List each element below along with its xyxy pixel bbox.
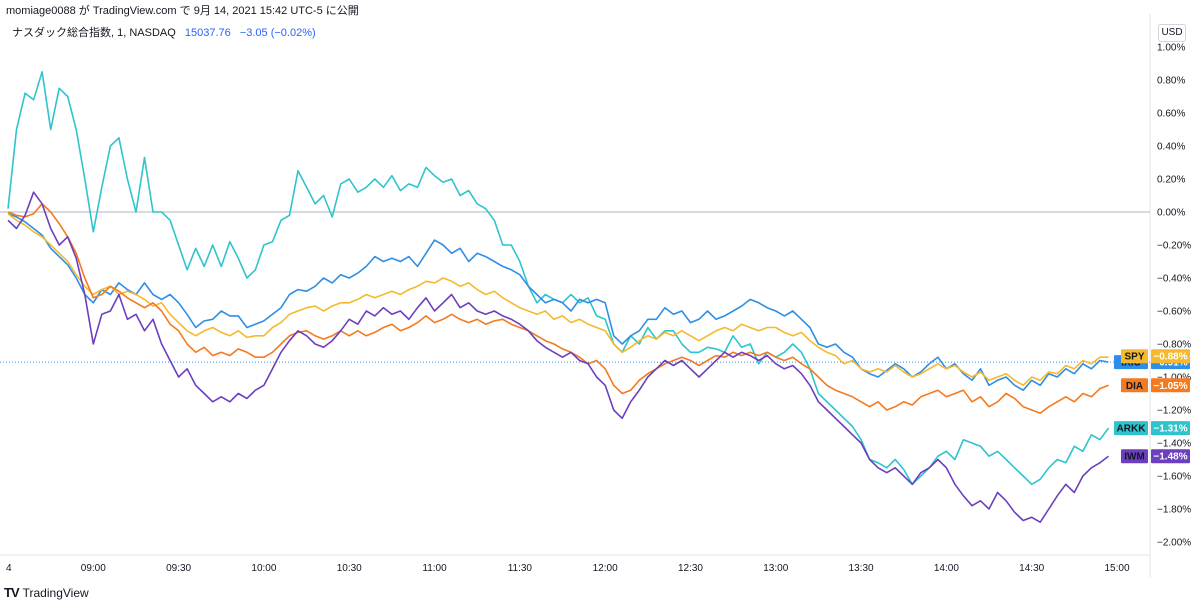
symbol-legend: ナスダック総合指数, 1, NASDAQ 15037.76 −3.05 (−0.… — [12, 24, 316, 40]
x-tick-label: 11:00 — [422, 563, 447, 574]
tag-value-text: −1.48% — [1153, 452, 1187, 463]
y-tick-label: −1.80% — [1157, 505, 1191, 516]
x-tick-label: 10:30 — [337, 563, 362, 574]
series-line-arkk[interactable] — [7, 71, 1110, 486]
last-value-tags: ARKK−1.31%IXIC−0.91%SPY−0.88%DIA−1.05%IW… — [1114, 349, 1190, 464]
y-tick-label: 1.00% — [1157, 43, 1185, 54]
x-tick-label: 12:30 — [678, 563, 703, 574]
y-tick-label: 0.20% — [1157, 175, 1185, 186]
y-tick-label: 0.40% — [1157, 142, 1185, 153]
tag-value-box — [1151, 349, 1190, 364]
x-tick-label: 10:00 — [251, 563, 276, 574]
y-tick-label: −1.40% — [1157, 439, 1191, 450]
symbol-name[interactable]: ナスダック総合指数, 1, NASDAQ — [12, 27, 176, 39]
y-tick-label: −0.80% — [1157, 340, 1191, 351]
tag-value-text: −1.05% — [1153, 381, 1187, 392]
tag-symbol-text: DIA — [1126, 381, 1143, 392]
y-tick-label: −1.20% — [1157, 406, 1191, 417]
x-tick-label: 11:30 — [508, 563, 533, 574]
tag-value-text: −1.31% — [1153, 424, 1187, 435]
price-change: −3.05 (−0.02%) — [239, 27, 316, 39]
y-tick-label: −0.60% — [1157, 307, 1191, 318]
tradingview-footer[interactable]: TV TradingView — [4, 585, 89, 600]
series-line-ixic[interactable] — [7, 212, 1109, 391]
tradingview-brand: TradingView — [22, 585, 89, 600]
time-scale[interactable]: 4 09:00 09:30 10:00 10:30 11:00 11:30 12:00 12:3… — [6, 563, 1130, 574]
y-tick-label: 0.00% — [1157, 208, 1185, 219]
tag-value-text: −0.88% — [1153, 352, 1187, 363]
last-price: 15037.76 — [184, 27, 231, 39]
tradingview-logo-icon: TV — [4, 585, 20, 600]
last-value-tag-spy: SPY −0.88% — [1121, 349, 1190, 364]
series-line-iwm[interactable] — [7, 191, 1109, 523]
y-tick-label: 0.80% — [1157, 76, 1185, 87]
tag-value-box — [1151, 378, 1190, 393]
last-value-tag-dia: DIA −1.05% — [1121, 378, 1190, 393]
x-tick-label: 14:30 — [1019, 563, 1044, 574]
y-tick-label: 0.60% — [1157, 109, 1185, 120]
y-tick-label: −0.40% — [1157, 274, 1191, 285]
currency-badge[interactable]: USD — [1158, 24, 1186, 42]
price-scale[interactable]: 1.00% 0.80% 0.60% 0.40% 0.20% 0.00% −0.20% −0.4… — [1157, 43, 1191, 549]
tag-symbol-box — [1121, 349, 1148, 364]
y-tick-label: −0.20% — [1157, 241, 1191, 252]
x-tick-label: 12:00 — [593, 563, 618, 574]
y-tick-label: −1.60% — [1157, 472, 1191, 483]
publish-info: momiage0088 が TradingView.com で 9月 14, 2… — [6, 5, 359, 17]
tag-value-box — [1151, 421, 1190, 436]
series-line-spy[interactable] — [7, 213, 1109, 387]
x-tick-label: 14:00 — [934, 563, 959, 574]
tag-symbol-box — [1114, 421, 1148, 436]
last-value-tag-arkk: ARKK −1.31% — [1114, 421, 1190, 436]
x-tick-label: 15:00 — [1104, 563, 1129, 574]
x-tick-label: 09:30 — [166, 563, 191, 574]
x-tick-label: 4 — [6, 563, 12, 574]
series-line-dia[interactable] — [7, 203, 1109, 415]
tag-symbol-text: ARKK — [1117, 424, 1147, 435]
y-tick-label: −2.00% — [1157, 538, 1191, 549]
y-tick-label: −1.00% — [1157, 373, 1191, 384]
last-value-tag-iwm: IWM −1.48% — [1121, 449, 1190, 464]
tag-symbol-box — [1121, 378, 1148, 393]
x-tick-label: 13:00 — [763, 563, 788, 574]
tag-symbol-text: SPY — [1124, 352, 1144, 363]
x-tick-label: 13:30 — [849, 563, 874, 574]
tag-value-box — [1151, 449, 1190, 464]
plot-area[interactable] — [0, 14, 1151, 577]
tag-symbol-text: IWM — [1124, 452, 1145, 463]
tag-symbol-box — [1121, 449, 1148, 464]
x-tick-label: 09:00 — [81, 563, 106, 574]
